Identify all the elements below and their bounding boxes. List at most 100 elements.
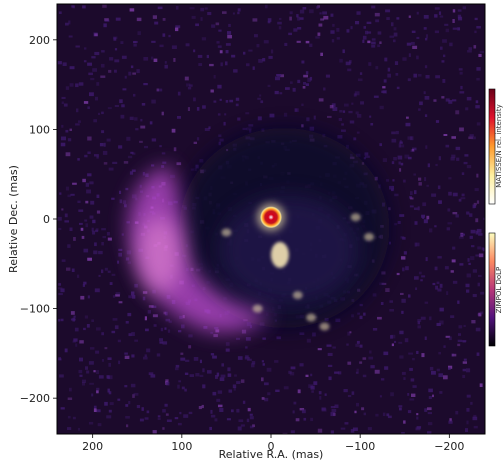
noise-pixel	[350, 429, 355, 433]
noise-pixel	[146, 410, 150, 414]
noise-pixel	[463, 324, 466, 327]
noise-pixel	[410, 136, 414, 141]
central-source	[257, 203, 285, 232]
noise-pixel	[67, 397, 73, 400]
noise-pixel	[438, 156, 441, 161]
noise-pixel	[411, 149, 415, 152]
clump	[270, 241, 289, 268]
noise-pixel	[424, 65, 428, 69]
y-tick-label: 0	[43, 213, 50, 226]
noise-pixel	[109, 57, 114, 61]
noise-pixel	[379, 395, 382, 398]
noise-pixel	[75, 45, 80, 48]
noise-pixel	[389, 309, 394, 312]
noise-pixel	[93, 408, 97, 412]
noise-pixel	[144, 316, 147, 321]
noise-pixel	[148, 372, 154, 376]
noise-pixel	[448, 420, 453, 424]
noise-pixel	[432, 282, 436, 286]
noise-pixel	[434, 14, 438, 18]
noise-pixel	[466, 211, 470, 215]
noise-pixel	[188, 334, 193, 338]
noise-pixel	[297, 389, 301, 394]
noise-pixel	[171, 45, 177, 49]
noise-pixel	[391, 161, 395, 165]
noise-pixel	[424, 177, 427, 182]
noise-pixel	[108, 409, 112, 413]
noise-pixel	[261, 377, 264, 382]
noise-pixel	[458, 333, 461, 336]
noise-pixel	[458, 325, 463, 329]
noise-pixel	[305, 83, 309, 86]
noise-pixel	[69, 227, 73, 231]
noise-pixel	[413, 173, 416, 176]
noise-pixel	[397, 221, 401, 224]
noise-pixel	[412, 45, 418, 49]
noise-pixel	[305, 40, 310, 44]
noise-pixel	[61, 96, 66, 99]
noise-pixel	[267, 21, 271, 24]
noise-pixel	[301, 103, 304, 106]
core-peak	[260, 206, 282, 229]
noise-pixel	[312, 332, 316, 337]
noise-pixel	[374, 369, 380, 374]
noise-pixel	[58, 318, 61, 322]
noise-pixel	[342, 49, 345, 54]
y-tick-label: −200	[20, 392, 50, 405]
noise-pixel	[90, 77, 95, 81]
noise-pixel	[332, 346, 336, 349]
noise-pixel	[142, 296, 146, 301]
noise-pixel	[95, 229, 99, 233]
noise-pixel	[285, 87, 290, 90]
arc-peak	[137, 216, 182, 293]
noise-pixel	[87, 257, 92, 261]
noise-pixel	[237, 117, 241, 121]
noise-pixel	[217, 390, 223, 394]
noise-pixel	[356, 153, 361, 157]
noise-pixel	[355, 371, 359, 374]
noise-pixel	[98, 112, 101, 115]
noise-pixel	[82, 382, 85, 386]
noise-pixel	[427, 407, 432, 411]
noise-pixel	[275, 389, 280, 392]
noise-pixel	[213, 334, 218, 338]
noise-pixel	[236, 408, 240, 413]
noise-pixel	[344, 422, 349, 425]
noise-pixel	[318, 98, 324, 102]
noise-pixel	[305, 374, 309, 377]
noise-pixel	[137, 31, 141, 36]
noise-pixel	[399, 355, 404, 359]
noise-pixel	[79, 340, 84, 344]
noise-pixel	[335, 318, 341, 323]
noise-pixel	[434, 7, 440, 10]
noise-pixel	[408, 294, 411, 298]
noise-pixel	[467, 258, 470, 262]
noise-pixel	[402, 57, 407, 61]
noise-pixel	[323, 87, 326, 91]
noise-pixel	[466, 289, 470, 293]
noise-pixel	[210, 353, 215, 356]
noise-pixel	[401, 371, 406, 375]
noise-pixel	[413, 73, 418, 78]
noise-pixel	[92, 230, 96, 235]
noise-pixel	[249, 413, 253, 416]
noise-pixel	[390, 335, 393, 339]
noise-pixel	[78, 120, 81, 123]
noise-pixel	[386, 413, 390, 417]
noise-pixel	[83, 281, 87, 285]
noise-pixel	[410, 191, 413, 195]
noise-pixel	[164, 403, 168, 407]
noise-pixel	[448, 336, 452, 341]
noise-pixel	[181, 386, 185, 390]
noise-pixel	[356, 131, 360, 134]
noise-pixel	[212, 391, 217, 396]
noise-pixel	[201, 404, 204, 409]
noise-pixel	[267, 392, 271, 396]
noise-pixel	[354, 410, 357, 414]
noise-pixel	[417, 319, 422, 322]
noise-pixel	[145, 173, 149, 177]
noise-pixel	[112, 318, 118, 321]
noise-pixel	[96, 210, 101, 214]
noise-pixel	[163, 311, 166, 315]
noise-pixel	[389, 300, 393, 303]
